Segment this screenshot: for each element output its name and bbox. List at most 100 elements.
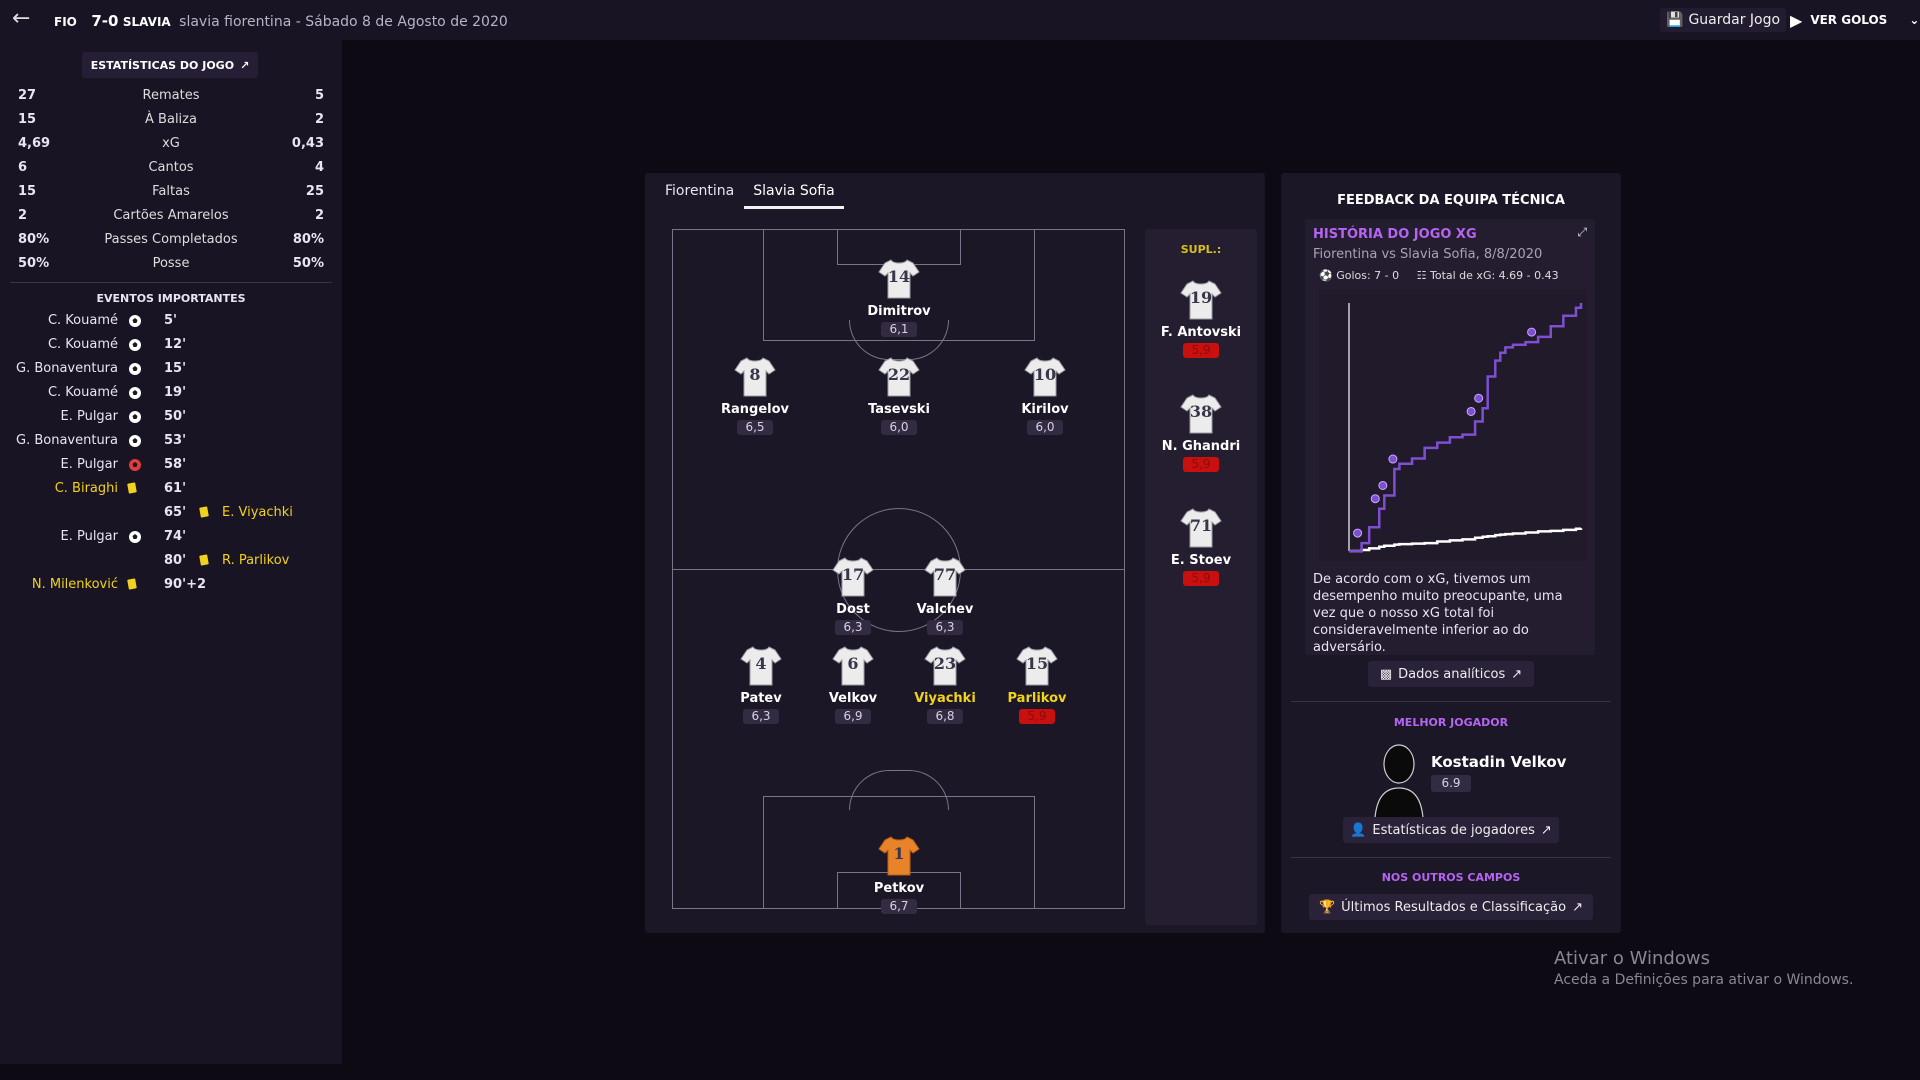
view-goals-label: VER GOLOS [1810, 13, 1888, 27]
sub-player[interactable]: 71 E. Stoev 5,9 [1141, 505, 1261, 595]
event-home-player[interactable]: C. Kouamé [47, 313, 118, 328]
person-icon: 👤 [1350, 822, 1367, 838]
player-dimitrov[interactable]: 14 Dimitrov 6,1 [839, 256, 959, 346]
player-name: Valchev [916, 602, 974, 617]
player-rangelov[interactable]: 8 Rangelov 6,5 [695, 354, 815, 444]
stat-label: À Baliza [145, 112, 197, 127]
sub-player[interactable]: 38 N. Ghandri 5,9 [1141, 391, 1261, 481]
save-game-button[interactable]: 💾 Guardar Jogo [1660, 8, 1787, 32]
bottom-penalty-box [763, 796, 1035, 908]
event-home-player[interactable]: E. Pulgar [60, 529, 118, 544]
shirt-icon [831, 643, 875, 687]
stat-label: Cantos [148, 160, 194, 175]
event-home-player[interactable]: E. Pulgar [60, 457, 118, 472]
left-stats-panel: ESTATÍSTICAS DO JOGO ↗ 27 Remates 5 15 À Bal… [0, 40, 342, 1064]
player-kirilov[interactable]: 10 Kirilov 6,0 [985, 354, 1105, 444]
player-name: Rangelov [720, 402, 790, 417]
shirt-number: 10 [1033, 365, 1057, 384]
goal-ball-icon [128, 362, 142, 376]
player-rating: 6,3 [927, 620, 963, 635]
other-fields-title: NOS OUTROS CAMPOS [1381, 871, 1521, 884]
goal-marker [1378, 480, 1388, 490]
view-goals-button[interactable]: ▶ VER GOLOS ⌄ [1790, 8, 1919, 32]
event-row: E. Pulgar 58' [0, 457, 342, 479]
event-home-player[interactable]: N. Milenković [31, 577, 118, 592]
player-rating: 6,7 [881, 899, 917, 914]
expand-icon[interactable]: ⤢ [1577, 225, 1587, 239]
event-home-player[interactable]: C. Kouamé [47, 385, 118, 400]
away-abbr: SLAVIA [122, 15, 171, 29]
shirt-number: 1 [893, 844, 905, 863]
event-minute: 15' [164, 361, 187, 376]
stat-row-2: 4,69 xG 0,43 [18, 136, 324, 158]
top-bar: ← FIO 7-0 SLAVIA slavia fiorentina - Sáb… [0, 0, 1920, 40]
tab-fiorentina[interactable]: Fiorentina [665, 183, 735, 199]
best-player-name[interactable]: Kostadin Velkov [1431, 753, 1567, 771]
player-rating: 5,9 [1183, 457, 1219, 472]
stat-row-0: 27 Remates 5 [18, 88, 324, 110]
goal-marker [1466, 406, 1476, 416]
latest-results-label: Últimos Resultados e Classificação [1341, 899, 1567, 915]
player-viyachki[interactable]: 23 Viyachki 6,8 [885, 643, 1005, 733]
stat-away-value: 0,43 [291, 136, 324, 151]
save-game-label: Guardar Jogo [1688, 12, 1781, 28]
stat-row-5: 2 Cartões Amarelos 2 [18, 208, 324, 230]
tab-slavia-sofia[interactable]: Slavia Sofia [744, 173, 844, 209]
event-away-player[interactable]: E. Viyachki [222, 505, 293, 520]
goal-ball-icon [128, 386, 142, 400]
windows-activation-title: Ativar o Windows [1554, 948, 1710, 969]
goal-net-icon: ☷ [1416, 269, 1427, 282]
event-row: 65' E. Viyachki [0, 505, 342, 527]
yellow-card-icon [199, 506, 214, 520]
best-player-title: MELHOR JOGADOR [1393, 716, 1509, 729]
stat-label: Cartões Amarelos [113, 208, 229, 223]
goal-marker [1388, 454, 1398, 464]
event-row: C. Kouamé 12' [0, 337, 342, 359]
player-stats-label: Estatísticas de jogadores [1372, 822, 1535, 838]
goal-marker [1370, 494, 1380, 504]
player-avatar [1374, 744, 1424, 818]
shirt-number: 8 [749, 365, 761, 384]
latest-results-button[interactable]: 🏆 Últimos Resultados e Classificação ↗ [1309, 894, 1593, 920]
event-home-player[interactable]: C. Biraghi [54, 481, 118, 496]
stat-away-value: 25 [305, 184, 324, 199]
stat-row-7: 50% Posse 50% [18, 256, 324, 278]
player-velkov[interactable]: 6 Velkov 6,9 [793, 643, 913, 733]
stat-home-value: 50% [18, 256, 50, 271]
shirt-icon [877, 833, 921, 877]
match-stats-button[interactable]: ESTATÍSTICAS DO JOGO ↗ [82, 52, 258, 78]
substitutes-title: SUPL.: [1180, 243, 1222, 256]
chevron-down-icon[interactable]: ⌄ [1909, 13, 1920, 27]
back-arrow-icon[interactable]: ← [12, 6, 31, 31]
shirt-icon [877, 256, 921, 300]
match-score-line: FIO 7-0 SLAVIA slavia fiorentina - Sábad… [54, 12, 508, 30]
stat-away-value: 5 [314, 88, 324, 103]
player-petkov[interactable]: 1 Petkov 6,7 [839, 833, 959, 923]
xg-history-card: HISTÓRIA DO JOGO XG ⤢ Fiorentina vs Slav… [1305, 219, 1595, 655]
goals-summary: Golos: 7 - 0 [1336, 269, 1400, 282]
player-rating: 6,5 [737, 420, 773, 435]
player-tasevski[interactable]: 22 Tasevski 6,0 [839, 354, 959, 444]
event-home-player[interactable]: C. Kouamé [47, 337, 118, 352]
shirt-number: 77 [933, 565, 957, 584]
player-valchev[interactable]: 77 Valchev 6,3 [885, 554, 1005, 644]
event-minute: 12' [164, 337, 187, 352]
analytics-button[interactable]: ▩ Dados analíticos ↗ [1368, 661, 1534, 687]
event-home-player[interactable]: E. Pulgar [60, 409, 118, 424]
sub-player[interactable]: 19 F. Antovski 5,9 [1141, 277, 1261, 367]
shirt-icon [1023, 354, 1067, 398]
event-home-player[interactable]: G. Bonaventura [16, 433, 118, 448]
player-parlikov[interactable]: 15 Parlikov 5,9 [977, 643, 1097, 733]
play-icon: ▶ [1790, 10, 1803, 30]
stat-away-value: 80% [292, 232, 324, 247]
player-rating: 6,0 [881, 420, 917, 435]
player-name: Petkov [873, 881, 925, 896]
stat-row-1: 15 À Baliza 2 [18, 112, 324, 134]
player-patev[interactable]: 4 Patev 6,3 [701, 643, 821, 733]
player-dost[interactable]: 17 Dost 6,3 [793, 554, 913, 644]
player-stats-button[interactable]: 👤 Estatísticas de jogadores ↗ [1343, 817, 1559, 843]
player-rating: 5,9 [1183, 571, 1219, 586]
event-home-player[interactable]: G. Bonaventura [16, 361, 118, 376]
stat-label: Posse [152, 256, 190, 271]
event-away-player[interactable]: R. Parlikov [222, 553, 290, 568]
